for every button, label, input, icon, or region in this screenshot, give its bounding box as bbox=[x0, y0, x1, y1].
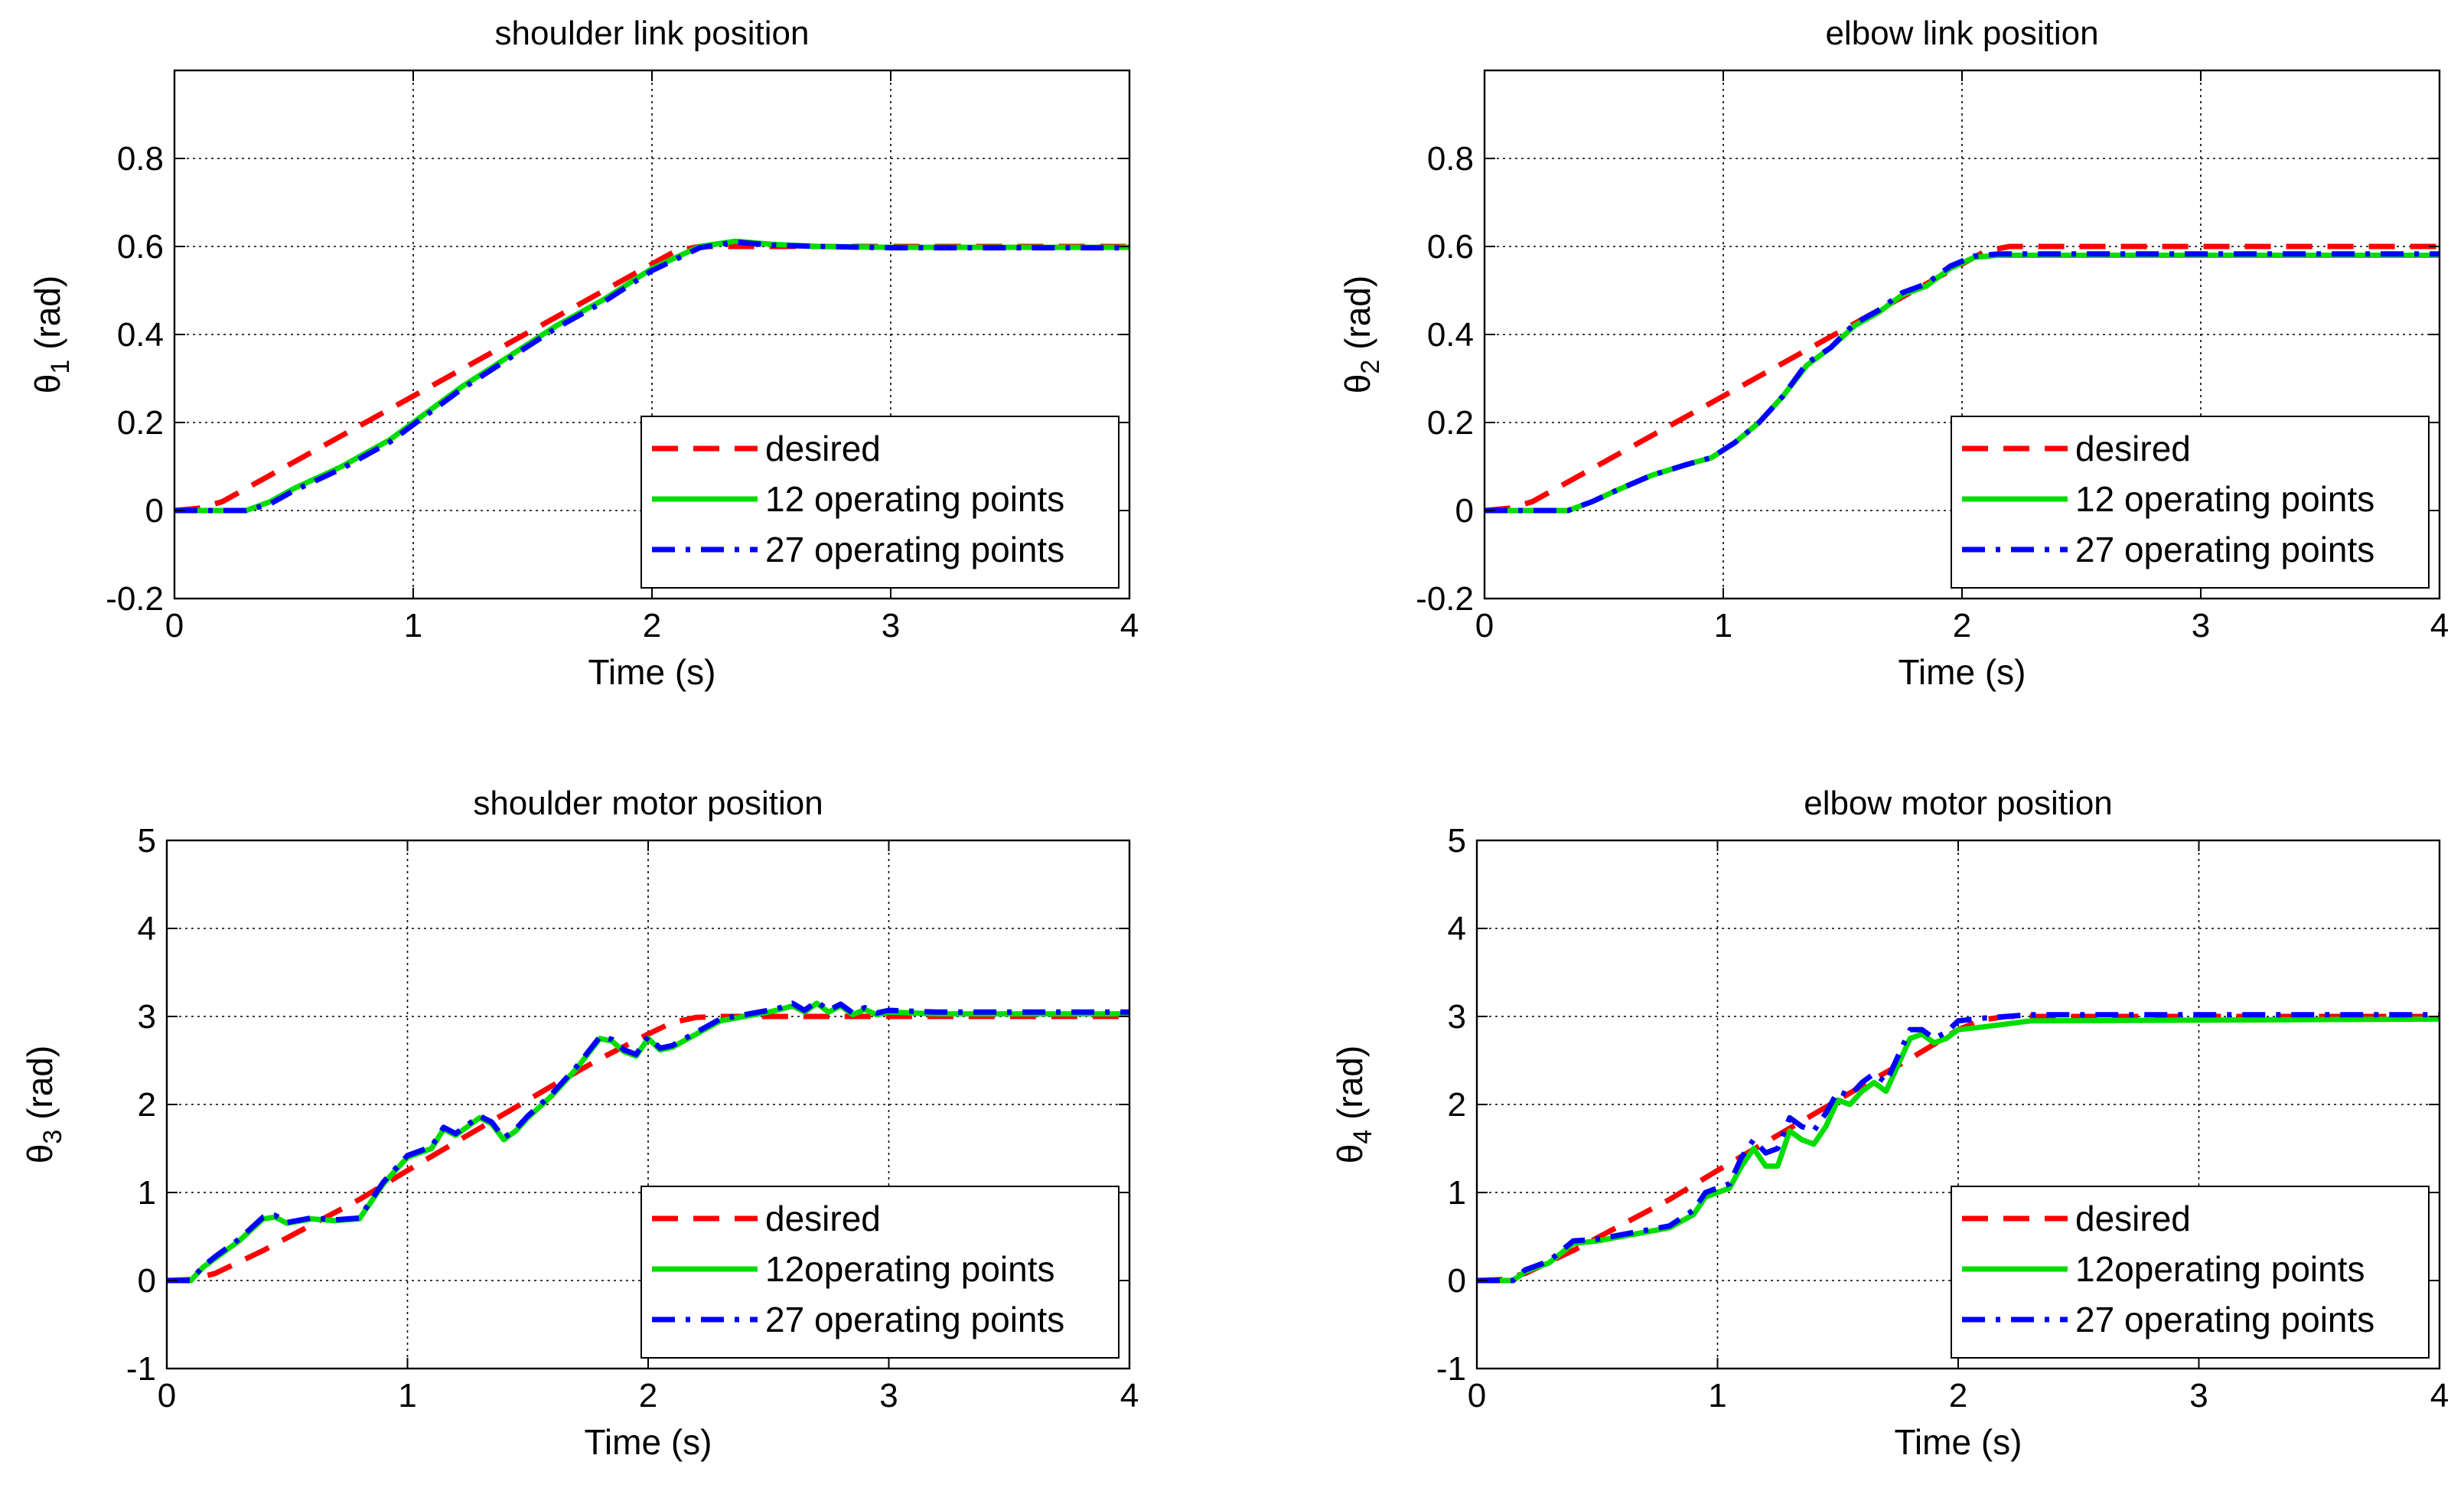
y-tick-label: 2 bbox=[1448, 1086, 1466, 1124]
x-tick-label: 3 bbox=[879, 1377, 898, 1414]
y-axis-label: θ3 (rad) bbox=[20, 1046, 67, 1163]
x-tick-label: 0 bbox=[158, 1377, 176, 1414]
series-line-27-operating-points bbox=[174, 239, 1129, 514]
y-tick-label: 0.8 bbox=[117, 140, 164, 178]
x-tick-label: 0 bbox=[165, 607, 184, 644]
y-tick-label: 4 bbox=[138, 910, 156, 948]
chart-title: elbow link position bbox=[1825, 15, 2098, 52]
legend: desired 12 operating points 27 operating p… bbox=[1951, 416, 2430, 589]
y-tick-label: 0.2 bbox=[1427, 404, 1474, 442]
x-tick-label: 1 bbox=[398, 1377, 416, 1414]
legend-box bbox=[640, 416, 1120, 589]
legend-label: 12operating points bbox=[2075, 1249, 2365, 1289]
y-tick-label: 2 bbox=[138, 1086, 156, 1124]
y-tick-label: 0.6 bbox=[117, 228, 164, 266]
legend-label: 12operating points bbox=[765, 1249, 1055, 1289]
y-tick-label: 0 bbox=[138, 1262, 156, 1300]
legend: desired 12operating points 27 operating po… bbox=[640, 1186, 1120, 1359]
legend: desired 12 operating points 27 operating p… bbox=[640, 416, 1120, 589]
legend-label: 27 operating points bbox=[2075, 1300, 2374, 1339]
x-tick-label: 2 bbox=[639, 1377, 657, 1414]
legend: desired 12operating points 27 operating po… bbox=[1951, 1186, 2430, 1359]
legend-label: 27 operating points bbox=[765, 530, 1064, 569]
y-tick-label: 3 bbox=[138, 998, 156, 1036]
y-axis-label: θ2 (rad) bbox=[1338, 276, 1385, 393]
y-tick-label: 0.2 bbox=[117, 404, 164, 442]
y-tick-label: 0 bbox=[1455, 492, 1474, 530]
y-tick-label: -1 bbox=[1436, 1350, 1466, 1388]
y-tick-label: 0.4 bbox=[1427, 316, 1474, 354]
y-tick-label: 4 bbox=[1448, 910, 1466, 948]
y-tick-label: 3 bbox=[1448, 998, 1466, 1036]
series-line-desired bbox=[166, 1013, 1129, 1284]
y-axis-label: θ4 (rad) bbox=[1330, 1046, 1377, 1163]
legend-label: 27 operating points bbox=[2075, 530, 2374, 569]
x-tick-label: 2 bbox=[643, 607, 661, 644]
y-tick-label: 0.4 bbox=[117, 316, 164, 354]
legend-label: desired bbox=[765, 1199, 881, 1238]
legend-box bbox=[1951, 416, 2430, 589]
series-line-27-operating-points bbox=[1477, 1012, 2440, 1284]
y-tick-label: -1 bbox=[126, 1350, 156, 1388]
x-tick-label: 1 bbox=[1714, 607, 1732, 644]
x-tick-label: 3 bbox=[2189, 1377, 2208, 1414]
x-tick-label: 4 bbox=[1120, 607, 1139, 644]
legend-box bbox=[1951, 1186, 2430, 1359]
x-tick-label: 0 bbox=[1475, 607, 1494, 644]
y-axis-label: θ1 (rad) bbox=[28, 276, 75, 393]
y-tick-label: 0 bbox=[1448, 1262, 1466, 1300]
legend-label: desired bbox=[765, 429, 881, 468]
legend-label: desired bbox=[2075, 429, 2191, 468]
x-tick-label: 2 bbox=[1949, 1377, 1967, 1414]
x-tick-label: 3 bbox=[882, 607, 900, 644]
legend-label: desired bbox=[2075, 1199, 2191, 1238]
y-tick-label: 5 bbox=[138, 822, 156, 860]
x-tick-label: 1 bbox=[1708, 1377, 1726, 1414]
y-tick-label: 5 bbox=[1448, 822, 1466, 860]
x-axis-label: Time (s) bbox=[1895, 1422, 2022, 1462]
y-tick-label: 0 bbox=[145, 492, 164, 530]
x-tick-label: 4 bbox=[1120, 1377, 1139, 1414]
y-tick-label: 0.8 bbox=[1427, 140, 1474, 178]
legend-box bbox=[640, 1186, 1120, 1359]
x-axis-label: Time (s) bbox=[1899, 652, 2026, 692]
chart-title: elbow motor position bbox=[1804, 785, 2113, 822]
y-tick-label: -0.2 bbox=[1416, 580, 1474, 618]
series-line-27-operating-points bbox=[167, 999, 1129, 1284]
series-line-27-operating-points bbox=[1485, 251, 2440, 514]
y-tick-label: 1 bbox=[1448, 1174, 1466, 1212]
x-tick-label: 4 bbox=[2430, 607, 2449, 644]
y-tick-label: -0.2 bbox=[106, 580, 164, 618]
y-tick-label: 0.6 bbox=[1427, 228, 1474, 266]
chart-title: shoulder link position bbox=[495, 15, 810, 52]
x-tick-label: 0 bbox=[1468, 1377, 1486, 1414]
x-tick-label: 1 bbox=[404, 607, 422, 644]
legend-label: 12 operating points bbox=[2075, 479, 2374, 519]
x-axis-label: Time (s) bbox=[588, 652, 716, 692]
legend-label: 27 operating points bbox=[765, 1300, 1064, 1339]
x-tick-label: 3 bbox=[2192, 607, 2210, 644]
series-line-desired bbox=[174, 243, 1129, 514]
x-axis-label: Time (s) bbox=[585, 1422, 712, 1462]
x-tick-label: 2 bbox=[1953, 607, 1971, 644]
y-tick-label: 1 bbox=[138, 1174, 156, 1212]
legend-label: 12 operating points bbox=[765, 479, 1064, 519]
chart-title: shoulder motor position bbox=[473, 785, 823, 822]
x-tick-label: 4 bbox=[2430, 1377, 2449, 1414]
